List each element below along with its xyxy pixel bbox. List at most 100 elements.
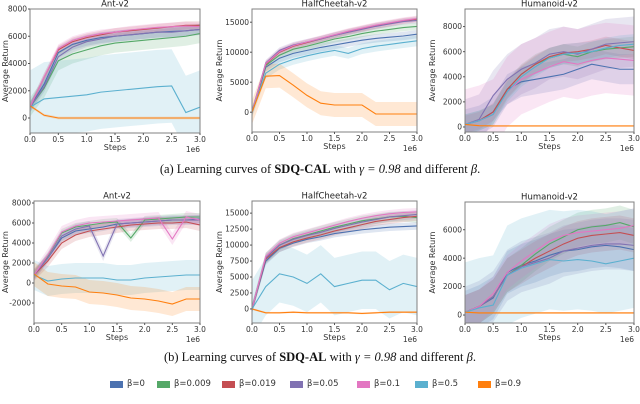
legend-swatch <box>290 380 303 388</box>
x-tick-label: 3.0 <box>411 134 423 143</box>
x-tick-label: 1.5 <box>109 135 121 144</box>
x-tick-label: 0.5 <box>274 134 286 143</box>
x-tick-label: 2.0 <box>572 134 584 143</box>
x-axis-label: Steps <box>538 333 560 342</box>
series-line-β=0.9 <box>252 75 417 115</box>
caption-a-suffix: and different <box>400 162 471 176</box>
band-β=0.5 <box>252 245 417 323</box>
legend-swatch <box>478 380 491 388</box>
x-axis-label: Steps <box>538 142 560 151</box>
band-β=0.019 <box>252 211 417 314</box>
band-β=0 <box>465 224 634 323</box>
y-tick-label: 6000 <box>443 225 462 234</box>
x-tick-label: 0.0 <box>28 325 40 334</box>
chart-title: Humanoid-v2 <box>521 193 578 203</box>
series-line-β=0.1 <box>34 216 200 276</box>
legend-label: β=0.05 <box>307 379 339 389</box>
caption-b-end: . <box>472 350 477 364</box>
series-line-β=0.9 <box>465 123 634 127</box>
legend-label: β=0.1 <box>374 379 401 389</box>
y-tick-label: 8000 <box>443 22 462 31</box>
subplot-5: Humanoid-v2 0.0 0.5 1.0 1.5 2.0 2.5 3.0 0 2000 400… <box>428 193 640 345</box>
caption-a-mid: with <box>330 162 360 176</box>
x-tick-label: 1.0 <box>81 135 93 144</box>
band-β=0.5 <box>465 34 634 132</box>
x-multiplier-label: 1e6 <box>620 144 634 153</box>
series-line-β=0.5 <box>252 40 417 113</box>
band-β=0.9 <box>252 63 417 126</box>
legend-swatch <box>222 380 235 388</box>
y-tick-label: 8000 <box>8 5 27 14</box>
y-tick-label: 0 <box>22 114 27 123</box>
y-tick-label: 15000 <box>225 209 249 218</box>
y-tick-label: 6000 <box>8 32 27 41</box>
legend-swatch <box>110 380 123 388</box>
legend-item: β=0.9 <box>478 379 521 389</box>
caption-b-math: γ = 0.98 <box>354 350 397 364</box>
y-axis-label: Average Return <box>215 231 224 293</box>
y-tick-label: 10000 <box>225 241 249 250</box>
series-line-β=0.9 <box>465 311 634 314</box>
band-β=0.1 <box>252 208 417 313</box>
series-line-β=0 <box>252 33 417 113</box>
y-tick-label: 8000 <box>12 199 31 208</box>
band-β=0.1 <box>465 208 634 323</box>
series-line-β=0.05 <box>252 213 417 310</box>
band-β=0.05 <box>252 17 417 116</box>
chart-title: HalfCheetah-v2 <box>302 0 368 10</box>
y-tick-label: 4000 <box>12 239 31 248</box>
x-axis-label: Steps <box>323 333 345 342</box>
legend-item: β=0 <box>110 379 145 389</box>
series-line-β=0.5 <box>252 273 417 310</box>
legend-item: β=0.1 <box>357 379 400 389</box>
y-tick-label: 6000 <box>443 47 462 56</box>
caption-b-method: SDQ-AL <box>279 350 327 364</box>
series-line-β=0.9 <box>34 273 200 305</box>
x-tick-label: 0.5 <box>274 325 286 334</box>
x-tick-label: 0.5 <box>56 325 68 334</box>
y-tick-label: 2000 <box>12 259 31 268</box>
band-β=0.5 <box>252 35 417 118</box>
plot-area <box>34 211 200 316</box>
series-line-β=0.05 <box>30 28 200 108</box>
x-tick-label: 0.5 <box>487 325 499 334</box>
subplot-3: Ant-v2 0.0 0.5 1.0 1.5 2.0 2.5 3.0 -2000 0 2000 400… <box>1 192 206 345</box>
y-tick-label: 0 <box>26 279 31 288</box>
caption-a-math: γ = 0.98 <box>359 162 401 176</box>
chart-title: Ant-v2 <box>103 192 131 202</box>
x-tick-label: 2.0 <box>356 325 368 334</box>
subplot-1: HalfCheetah-v2 0.0 0.5 1.0 1.5 2.0 2.5 3.0 0 5000… <box>215 0 423 153</box>
y-tick-label: 2000 <box>443 97 462 106</box>
x-tick-label: 3.0 <box>628 134 640 143</box>
y-tick-label: 5000 <box>230 78 249 87</box>
y-tick-label: 2500 <box>230 289 249 298</box>
series-line-β=0.1 <box>252 211 417 310</box>
caption-a-method: SDQ-CAL <box>274 162 331 176</box>
x-tick-label: 0.0 <box>246 325 258 334</box>
series-line-β=0.9 <box>252 308 417 314</box>
x-tick-label: 2.0 <box>356 134 368 143</box>
legend-label: β=0.019 <box>239 379 276 389</box>
x-tick-label: 2.5 <box>600 325 612 334</box>
x-tick-label: 2.5 <box>384 134 396 143</box>
x-tick-label: 0.5 <box>52 135 64 144</box>
band-β=0.05 <box>465 218 634 323</box>
band-β=0.019 <box>252 16 417 116</box>
x-multiplier-label: 1e6 <box>620 335 634 344</box>
series-line-β=0.009 <box>30 32 200 108</box>
band-β=0.5 <box>465 208 634 323</box>
chart-title: Humanoid-v2 <box>521 0 578 10</box>
plot-area <box>252 208 417 323</box>
x-tick-label: 0.0 <box>24 135 36 144</box>
series-line-β=0.019 <box>252 215 417 310</box>
x-multiplier-label: 1e6 <box>186 335 200 344</box>
band-β=0 <box>30 23 200 113</box>
band-β=0.05 <box>30 23 200 113</box>
y-tick-label: 7500 <box>230 257 249 266</box>
series-line-β=0.05 <box>34 219 200 276</box>
y-axis-label: Average Return <box>1 231 10 293</box>
x-tick-label: 3.0 <box>194 325 206 334</box>
y-tick-label: 4000 <box>8 59 27 68</box>
series-line-β=0 <box>465 244 634 313</box>
band-β=0.05 <box>252 209 417 314</box>
